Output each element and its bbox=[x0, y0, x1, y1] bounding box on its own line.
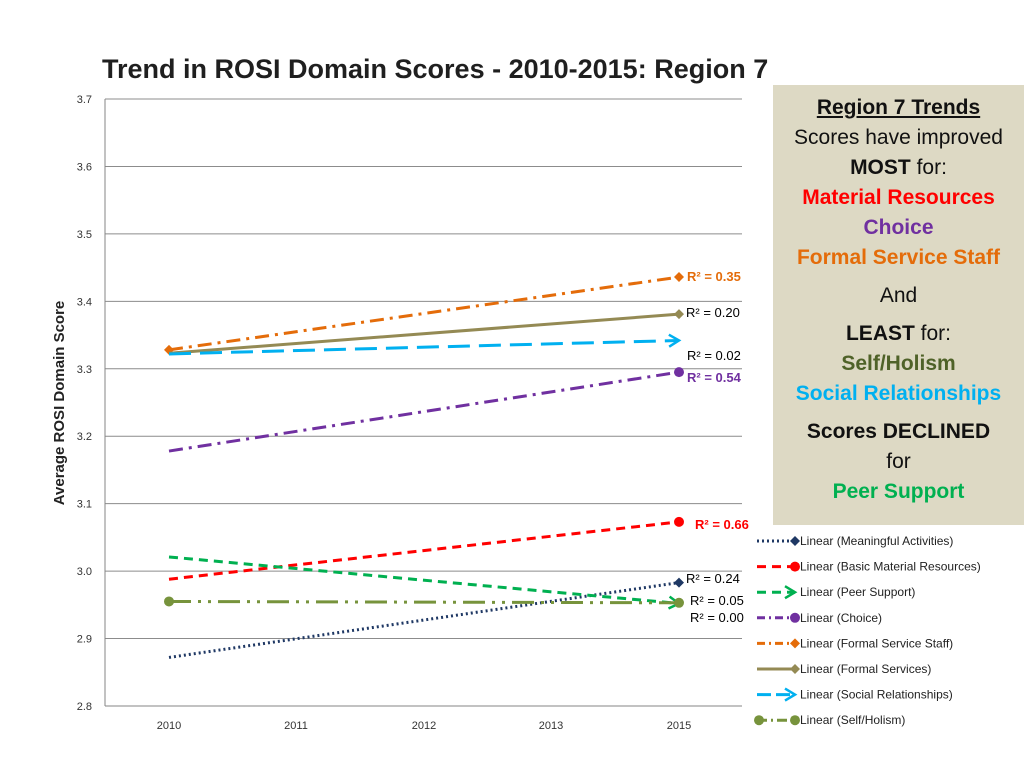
legend-label: Linear (Self/Holism) bbox=[800, 713, 905, 727]
x-tick-label: 2010 bbox=[157, 720, 181, 732]
trend-series bbox=[168, 516, 684, 581]
legend-item: Linear (Meaningful Activities) bbox=[757, 534, 953, 548]
r-squared-label: R² = 0.05 bbox=[690, 593, 744, 608]
legend-marker bbox=[790, 536, 800, 546]
series-end-marker bbox=[668, 333, 682, 348]
legend-marker bbox=[754, 715, 764, 726]
legend-marker bbox=[790, 715, 800, 726]
series-start-marker bbox=[164, 596, 174, 607]
r-squared-labels: R² = 0.24 R² = 0.66 R² = 0.05 R² = 0.54 R² =… bbox=[686, 269, 749, 625]
legend-item: Linear (Peer Support) bbox=[757, 585, 915, 600]
x-tick-labels: 2010 2011 2012 2013 2015 bbox=[157, 720, 691, 732]
legend-label: Linear (Meaningful Activities) bbox=[800, 534, 953, 548]
legend-label: Linear (Social Relationships) bbox=[800, 688, 953, 702]
trend-line bbox=[168, 581, 680, 659]
r-squared-label: R² = 0.66 bbox=[695, 517, 749, 532]
most-item-formal-service-staff: Formal Service Staff bbox=[796, 246, 1001, 269]
legend-marker bbox=[790, 561, 800, 572]
y-tick-label: 3.2 bbox=[77, 431, 92, 443]
r-squared-label: R² = 0.54 bbox=[687, 370, 742, 385]
most-item-choice: Choice bbox=[863, 216, 934, 239]
legend-label: Linear (Formal Service Staff) bbox=[800, 636, 953, 650]
legend-marker bbox=[784, 687, 798, 702]
r-squared-label: R² = 0.20 bbox=[686, 305, 740, 320]
trend-line bbox=[168, 599, 680, 605]
legend-marker bbox=[784, 585, 798, 600]
trend-series bbox=[168, 367, 684, 453]
least-for: for: bbox=[914, 322, 952, 345]
legend-item: Linear (Social Relationships) bbox=[757, 687, 953, 702]
most-item-material-resources: Material Resources bbox=[802, 186, 995, 209]
trend-line bbox=[168, 312, 680, 355]
series-end-marker bbox=[674, 516, 684, 527]
series-end-marker bbox=[674, 272, 684, 283]
least-item-self-holism: Self/Holism bbox=[841, 352, 956, 375]
trend-lines bbox=[164, 272, 684, 659]
series-end-marker bbox=[674, 367, 684, 378]
legend-label: Linear (Basic Material Resources) bbox=[800, 560, 981, 574]
legend: Linear (Meaningful Activities) Linear (Ba… bbox=[754, 534, 981, 727]
summary-most-line: MOST for: bbox=[773, 153, 1024, 183]
trend-series bbox=[168, 309, 684, 355]
y-tick-label: 3.1 bbox=[77, 499, 92, 511]
declined-heading: Scores DECLINED bbox=[806, 420, 991, 443]
declined-item-peer-support: Peer Support bbox=[832, 480, 965, 503]
trend-line bbox=[168, 275, 680, 352]
least-word: LEAST bbox=[845, 322, 915, 345]
legend-label: Linear (Choice) bbox=[800, 611, 882, 625]
trend-line bbox=[168, 338, 680, 356]
y-tick-label: 3.7 bbox=[77, 94, 92, 106]
x-tick-label: 2015 bbox=[667, 720, 691, 732]
r-squared-label: R² = 0.35 bbox=[687, 269, 741, 284]
summary-heading: Region 7 Trends bbox=[816, 96, 981, 119]
y-axis-label: Average ROSI Domain Score bbox=[51, 301, 68, 506]
r-squared-label: R² = 0.00 bbox=[690, 610, 744, 625]
y-tick-label: 3.4 bbox=[77, 296, 92, 308]
legend-label: Linear (Formal Services) bbox=[800, 662, 931, 676]
most-for: for: bbox=[910, 156, 947, 179]
chart-title: Trend in ROSI Domain Scores - 2010-2015:… bbox=[102, 54, 768, 84]
series-end-marker bbox=[674, 309, 684, 320]
y-tick-label: 2.8 bbox=[77, 701, 92, 713]
trend-line bbox=[168, 555, 680, 605]
trend-series bbox=[168, 333, 682, 356]
least-item-social-relationships: Social Relationships bbox=[795, 382, 1002, 405]
r-squared-label: R² = 0.24 bbox=[686, 571, 740, 586]
legend-marker bbox=[790, 638, 800, 649]
grid-lines bbox=[104, 98, 742, 707]
summary-and: And bbox=[879, 284, 918, 307]
legend-label: Linear (Peer Support) bbox=[800, 585, 915, 599]
x-tick-label: 2012 bbox=[412, 720, 436, 732]
legend-item: Linear (Formal Service Staff) bbox=[757, 636, 953, 650]
summary-box: Region 7 Trends Scores have improved MOS… bbox=[773, 85, 1024, 525]
x-tick-label: 2011 bbox=[284, 720, 308, 732]
y-tick-label: 2.9 bbox=[77, 634, 92, 646]
series-end-marker bbox=[674, 597, 684, 608]
legend-item: Linear (Formal Services) bbox=[757, 662, 931, 676]
y-tick-label: 3.0 bbox=[77, 566, 92, 578]
legend-item: Linear (Basic Material Resources) bbox=[757, 560, 981, 574]
legend-marker bbox=[790, 612, 800, 623]
trend-line bbox=[168, 520, 680, 581]
trend-series bbox=[164, 596, 684, 608]
r-squared-label: R² = 0.02 bbox=[687, 348, 741, 363]
trend-series bbox=[168, 577, 684, 659]
legend-marker bbox=[790, 664, 800, 674]
x-tick-label: 2013 bbox=[539, 720, 563, 732]
legend-item: Linear (Choice) bbox=[757, 611, 882, 625]
summary-least-line: LEAST for: bbox=[773, 319, 1024, 349]
most-word: MOST bbox=[850, 156, 911, 179]
y-tick-label: 3.6 bbox=[77, 161, 92, 173]
summary-line1: Scores have improved bbox=[794, 126, 1003, 149]
legend-item: Linear (Self/Holism) bbox=[754, 713, 905, 727]
declined-for: for bbox=[886, 450, 911, 473]
series-end-marker bbox=[674, 577, 684, 588]
y-tick-labels: 2.8 2.9 3.0 3.1 3.2 3.3 3.4 3.5 3.6 3.7 bbox=[77, 94, 92, 713]
y-tick-label: 3.3 bbox=[77, 364, 92, 376]
y-tick-label: 3.5 bbox=[77, 229, 92, 241]
trend-line bbox=[168, 370, 680, 453]
